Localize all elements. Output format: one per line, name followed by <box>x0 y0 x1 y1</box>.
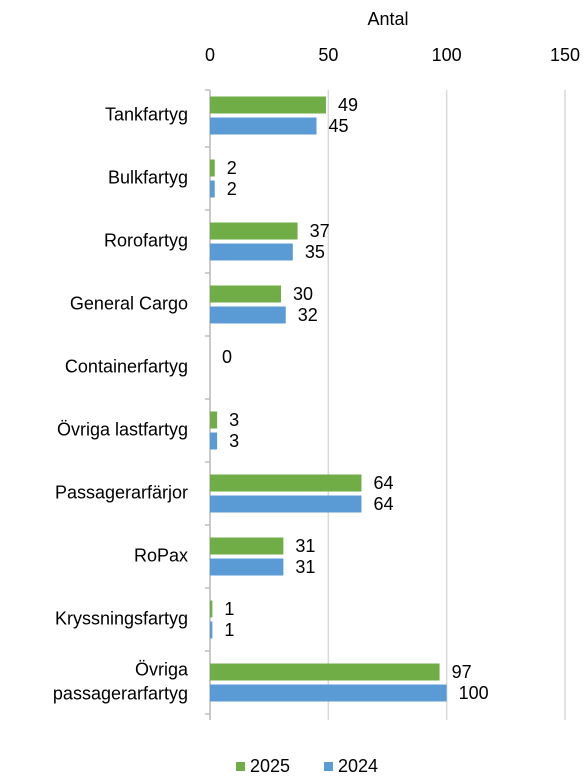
data-label: 37 <box>310 221 330 241</box>
data-label: 31 <box>295 557 315 577</box>
data-label: 35 <box>305 242 325 262</box>
bar <box>210 180 215 198</box>
data-label: 1 <box>224 620 234 640</box>
axis-title: Antal <box>367 9 408 29</box>
y-tick-label: Övriga passagerarfartyg <box>53 659 189 703</box>
bar <box>210 684 447 702</box>
y-tick-label: Övriga lastfartyg <box>57 419 188 439</box>
x-tick-label: 0 <box>205 45 215 65</box>
data-label: 32 <box>298 305 318 325</box>
data-label: 2 <box>227 158 237 178</box>
x-tick-label: 50 <box>318 45 338 65</box>
bar <box>210 432 218 450</box>
data-label: 64 <box>373 494 393 514</box>
bar <box>210 495 362 513</box>
bar <box>210 537 284 555</box>
bar <box>210 558 284 576</box>
data-label: 49 <box>338 95 358 115</box>
y-tick-label: Containerfartyg <box>65 356 188 376</box>
data-label: 64 <box>373 473 393 493</box>
data-label: 100 <box>459 683 489 703</box>
y-tick-label: Passagerarfärjor <box>55 482 188 502</box>
legend-swatch <box>236 762 245 771</box>
bar <box>210 474 362 492</box>
y-tick-label: Bulkfartyg <box>108 167 188 187</box>
bar <box>210 306 286 324</box>
x-tick-label: 150 <box>550 45 580 65</box>
y-tick-label: Rorofartyg <box>104 230 188 250</box>
bar <box>210 600 213 618</box>
data-label: 0 <box>222 347 232 367</box>
y-tick-label: General Cargo <box>70 293 188 313</box>
bar <box>210 621 213 639</box>
data-label: 2 <box>227 179 237 199</box>
data-label: 3 <box>229 410 239 430</box>
x-tick-label: 100 <box>432 45 462 65</box>
bar <box>210 411 218 429</box>
legend-label: 2024 <box>338 756 378 776</box>
data-label: 97 <box>452 662 472 682</box>
bar <box>210 222 298 240</box>
data-label: 3 <box>229 431 239 451</box>
bar <box>210 159 215 177</box>
bar <box>210 243 293 261</box>
legend-swatch <box>324 762 333 771</box>
data-label: 45 <box>329 116 349 136</box>
bar <box>210 663 440 681</box>
data-label: 31 <box>295 536 315 556</box>
data-label: 30 <box>293 284 313 304</box>
data-label: 1 <box>224 599 234 619</box>
bar <box>210 117 317 135</box>
bar <box>210 285 281 303</box>
y-tick-label: Kryssningsfartyg <box>55 608 188 628</box>
bar <box>210 96 326 114</box>
y-tick-label: RoPax <box>134 545 188 565</box>
legend-label: 2025 <box>250 756 290 776</box>
y-tick-label: Tankfartyg <box>105 104 188 124</box>
